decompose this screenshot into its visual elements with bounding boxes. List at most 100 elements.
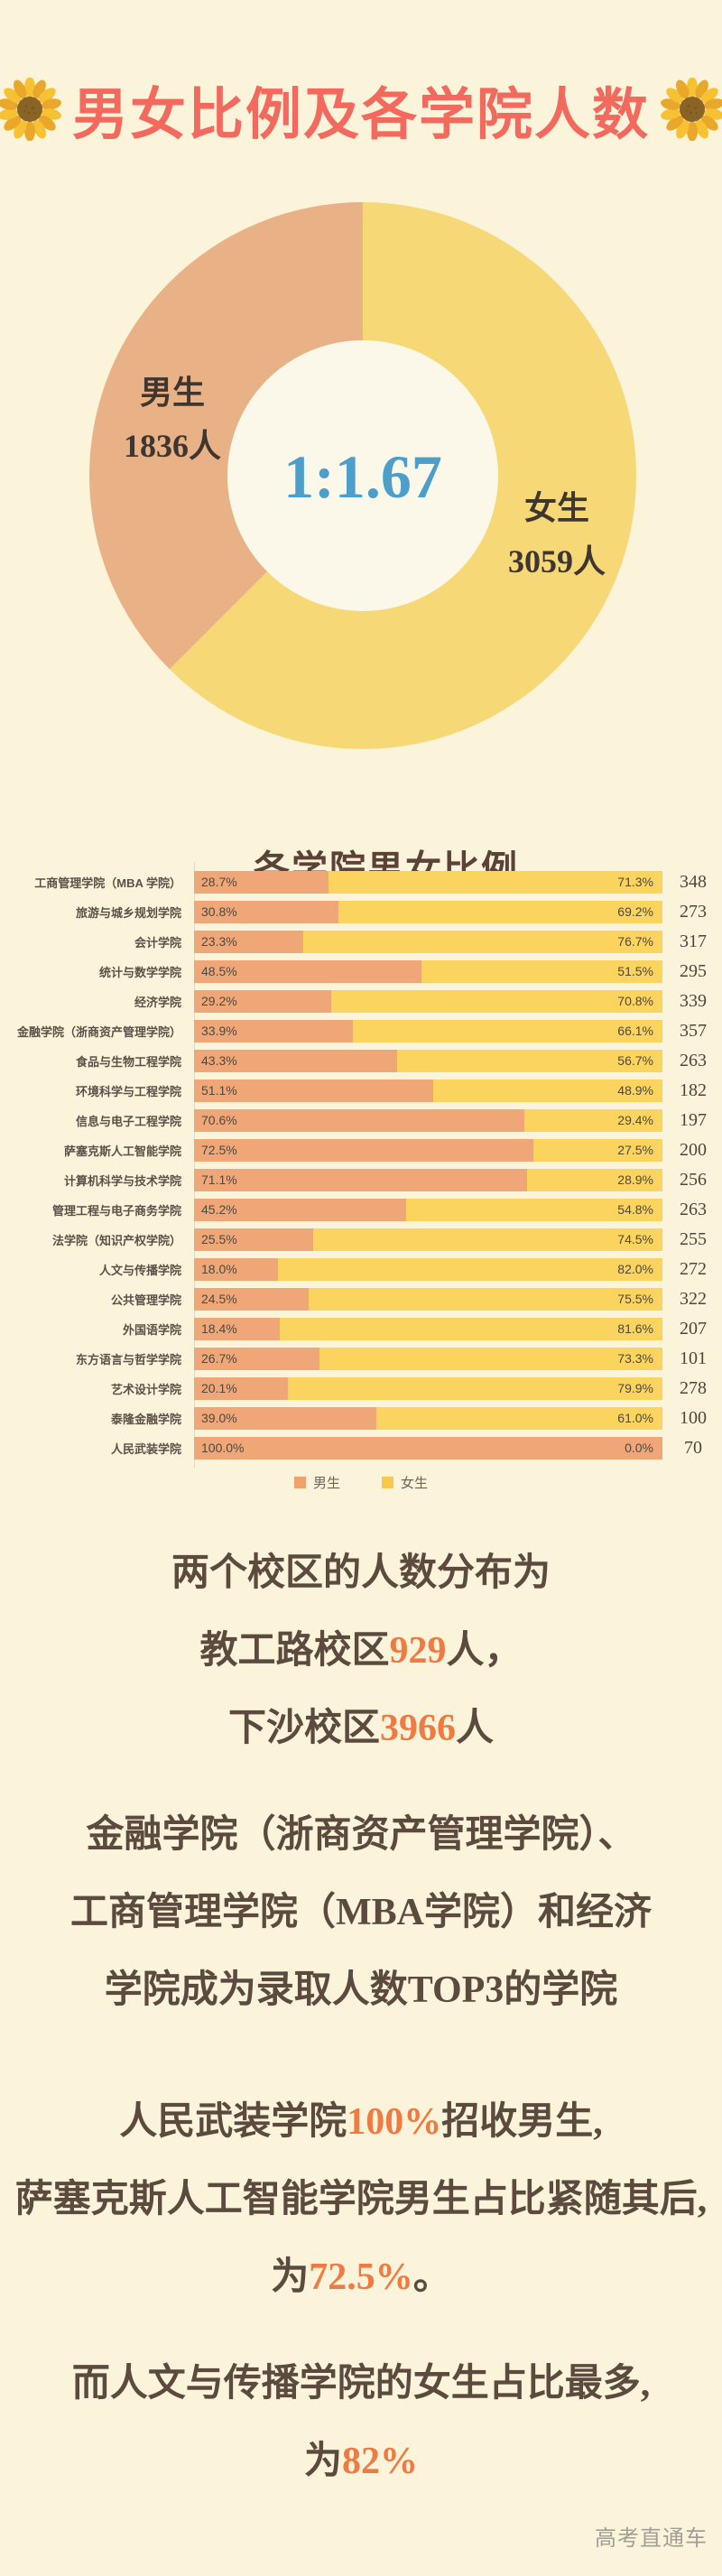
female-percent-label: 73.3% [617,1351,653,1366]
gender-ratio-value: 1:1.67 [283,441,442,511]
college-label: 公共管理学院 [110,1293,181,1307]
male-count: 1836人 [123,428,221,464]
female-label: 女生 [523,490,589,526]
stacked-bar: 24.5% 75.5% [194,1288,662,1311]
stacked-bar: 39.0% 61.0% [194,1407,662,1430]
bar-row: 旅游与城乡规划学院 30.8% 69.2% 273 [0,897,722,927]
male-bar-segment [194,901,338,923]
male-percent-label: 39.0% [201,1411,237,1425]
male-percent-label: 71.1% [201,1172,237,1187]
college-label: 泰隆金融学院 [110,1413,181,1426]
male-bar-segment [194,1109,525,1132]
chart-axis-line [194,862,195,1469]
female-bar-segment [405,1199,662,1221]
college-total-count: 357 [680,1021,707,1041]
college-label: 人文与传播学院 [98,1264,181,1277]
college-label: 管理工程与电子商务学院 [51,1204,181,1218]
college-total-count: 200 [680,1140,707,1160]
legend-item-female: 女生 [382,1473,428,1492]
note-line: 下沙校区3966人 [227,1708,495,1749]
page-title: 男女比例及各学院人数 [72,84,651,146]
male-label: 男生 [139,375,205,411]
bar-row: 人文与传播学院 18.0% 82.0% 272 [0,1255,722,1284]
college-total-count: 339 [680,991,707,1011]
female-bar-segment [421,960,662,983]
legend-item-male: 男生 [293,1473,340,1492]
college-label: 艺术设计学院 [110,1383,181,1396]
college-total-count: 182 [680,1080,707,1100]
college-label: 食品与生物工程学院 [75,1055,181,1069]
donut-hole [227,340,498,611]
male-percent-label: 70.6% [201,1113,237,1127]
college-total-count: 295 [680,961,707,981]
college-label: 萨塞克斯人工智能学院 [63,1144,181,1158]
female-percent-label: 76.7% [617,934,653,949]
stacked-bar: 18.4% 81.6% [194,1318,662,1340]
college-label: 东方语言与哲学学院 [75,1353,181,1367]
note-line: 而人文与传播学院的女生占比最多, [71,2363,651,2405]
male-percent-label: 26.7% [201,1351,237,1366]
college-total-count: 197 [680,1110,707,1130]
college-label: 计算机科学与技术学院 [63,1174,181,1188]
female-bar-segment [396,1050,662,1072]
note-block: 两个校区的人数分布为 教工路校区929人， 下沙校区3966人 [0,1534,722,1767]
college-label: 环境科学与工程学院 [75,1085,181,1098]
bar-row: 工商管理学院（MBA 学院） 28.7% 71.3% 348 [0,867,722,897]
female-percent-label: 28.9% [617,1172,653,1187]
male-bar-segment [194,1258,279,1281]
male-bar-segment [194,1228,314,1251]
female-percent-label: 75.5% [617,1292,653,1306]
male-percent-label: 23.3% [201,934,237,949]
note-line: 金融学院（浙商资产管理学院）、 [86,1814,636,1856]
female-bar-segment [352,1020,662,1042]
bar-row: 东方语言与哲学学院 26.7% 73.3% 101 [0,1344,722,1374]
male-bar-segment [194,990,331,1013]
female-percent-label: 48.9% [617,1083,653,1098]
female-legend-swatch [382,1477,393,1488]
male-bar-segment [194,1377,289,1400]
female-bar-segment [302,931,662,953]
female-bar-segment [280,1318,662,1340]
male-bar-segment [194,1407,377,1430]
female-bar-segment [328,871,662,894]
stacked-bar: 28.7% 71.3% [194,871,662,894]
female-count: 3059人 [507,543,606,579]
stacked-bar: 100.0% 0.0% [194,1437,662,1459]
note-block: 金融学院（浙商资产管理学院）、 工商管理学院（MBA学院）和经济 学院成为录取人数T… [0,1796,722,2029]
college-total-count: 317 [680,931,707,951]
bar-row: 经济学院 29.2% 70.8% 339 [0,987,722,1016]
college-total-count: 100 [680,1408,707,1428]
bar-row: 管理工程与电子商务学院 45.2% 54.8% 263 [0,1195,722,1225]
note-line: 人民武装学院100%招收男生, [119,2101,603,2143]
stacked-bar: 48.5% 51.5% [194,960,662,983]
bar-row: 萨塞克斯人工智能学院 72.5% 27.5% 200 [0,1135,722,1165]
female-percent-label: 51.5% [617,964,653,978]
male-percent-label: 100.0% [201,1441,245,1455]
stacked-bar: 26.7% 73.3% [194,1348,662,1370]
college-label: 法学院（知识产权学院） [51,1234,181,1247]
male-bar-segment [194,1139,534,1162]
college-total-count: 348 [680,872,707,892]
male-percent-label: 43.3% [201,1053,237,1068]
male-bar-segment [194,1288,310,1311]
male-bar-segment [194,1318,281,1340]
stacked-bar: 23.3% 76.7% [194,931,662,953]
female-bar-segment [533,1139,662,1162]
female-percent-label: 29.4% [617,1113,653,1127]
note-line: 萨塞克斯人工智能学院男生占比紧随其后, [14,2179,708,2220]
note-line: 工商管理学院（MBA学院）和经济 [70,1892,652,1933]
female-percent-label: 54.8% [617,1202,653,1217]
female-percent-label: 0.0% [625,1441,653,1455]
stacked-bar: 72.5% 27.5% [194,1139,662,1162]
male-legend-label: 男生 [312,1476,340,1491]
bar-row: 环境科学与工程学院 51.1% 48.9% 182 [0,1076,722,1106]
female-percent-label: 56.7% [617,1053,653,1068]
female-percent-label: 27.5% [617,1143,653,1157]
bar-row: 会计学院 23.3% 76.7% 317 [0,927,722,957]
female-donut-label: 女生 3059人 [485,482,629,588]
college-total-count: 101 [680,1348,707,1368]
college-label: 信息与电子工程学院 [75,1115,181,1128]
female-percent-label: 69.2% [617,904,653,919]
gender-donut-chart: 男生 1836人 女生 3059人 1:1.67 [89,202,636,749]
male-bar-segment [194,960,421,983]
